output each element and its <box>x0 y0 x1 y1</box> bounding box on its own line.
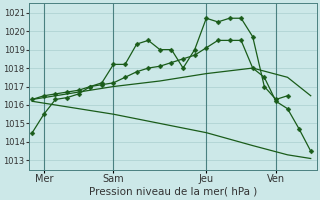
X-axis label: Pression niveau de la mer( hPa ): Pression niveau de la mer( hPa ) <box>89 187 257 197</box>
